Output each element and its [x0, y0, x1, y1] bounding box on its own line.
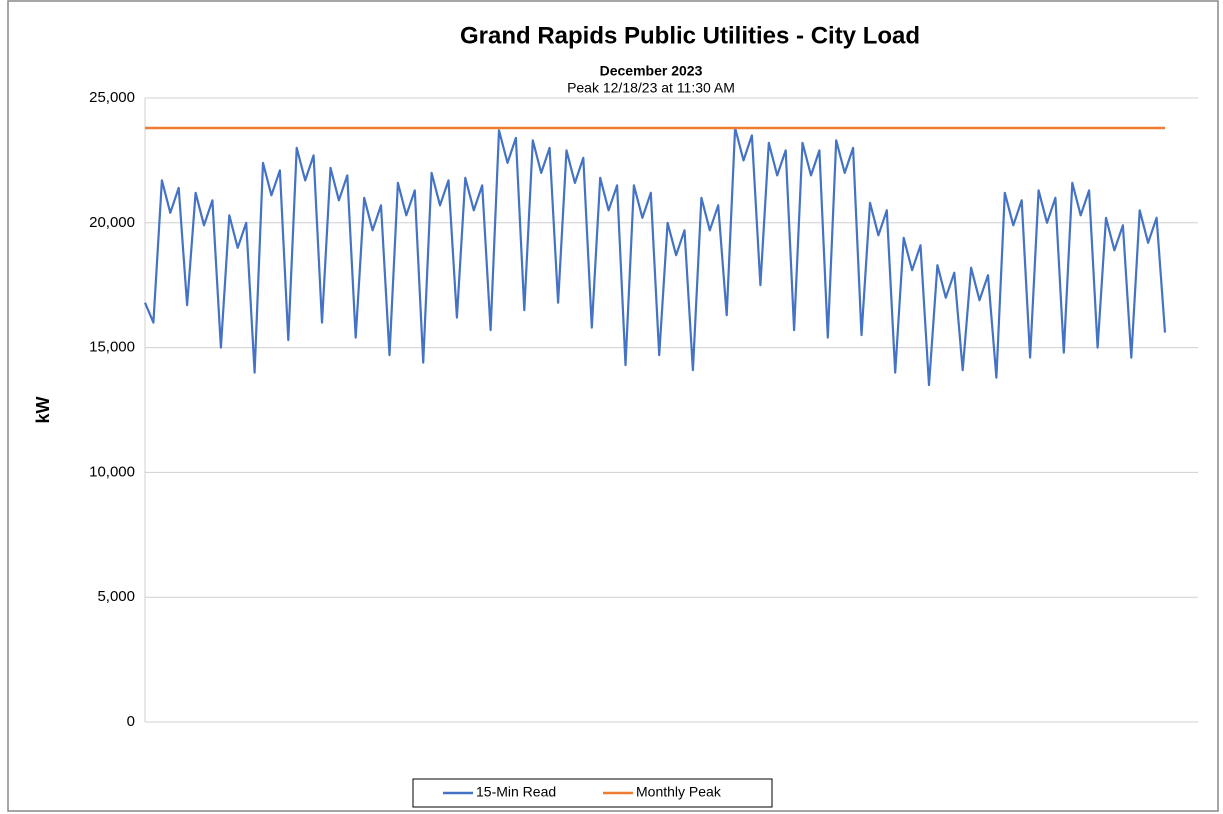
- legend-label: 15-Min Read: [476, 784, 556, 800]
- chart-subtitle: December 2023: [600, 63, 703, 79]
- y-tick-label: 0: [127, 713, 135, 730]
- chart-title: Grand Rapids Public Utilities - City Loa…: [460, 22, 920, 49]
- annotation: Peak 12/18/23 at 11:30 AM: [567, 80, 735, 96]
- y-tick-label: 25,000: [89, 89, 135, 106]
- y-tick-label: 10,000: [89, 463, 135, 480]
- y-tick-label: 20,000: [89, 214, 135, 231]
- legend-label: Monthly Peak: [636, 784, 722, 800]
- y-tick-label: 5,000: [97, 588, 135, 605]
- y-axis-label: kW: [33, 396, 53, 423]
- chart-frame: [7, 0, 1219, 812]
- y-tick-label: 15,000: [89, 339, 135, 356]
- line-series: [143, 126, 1167, 387]
